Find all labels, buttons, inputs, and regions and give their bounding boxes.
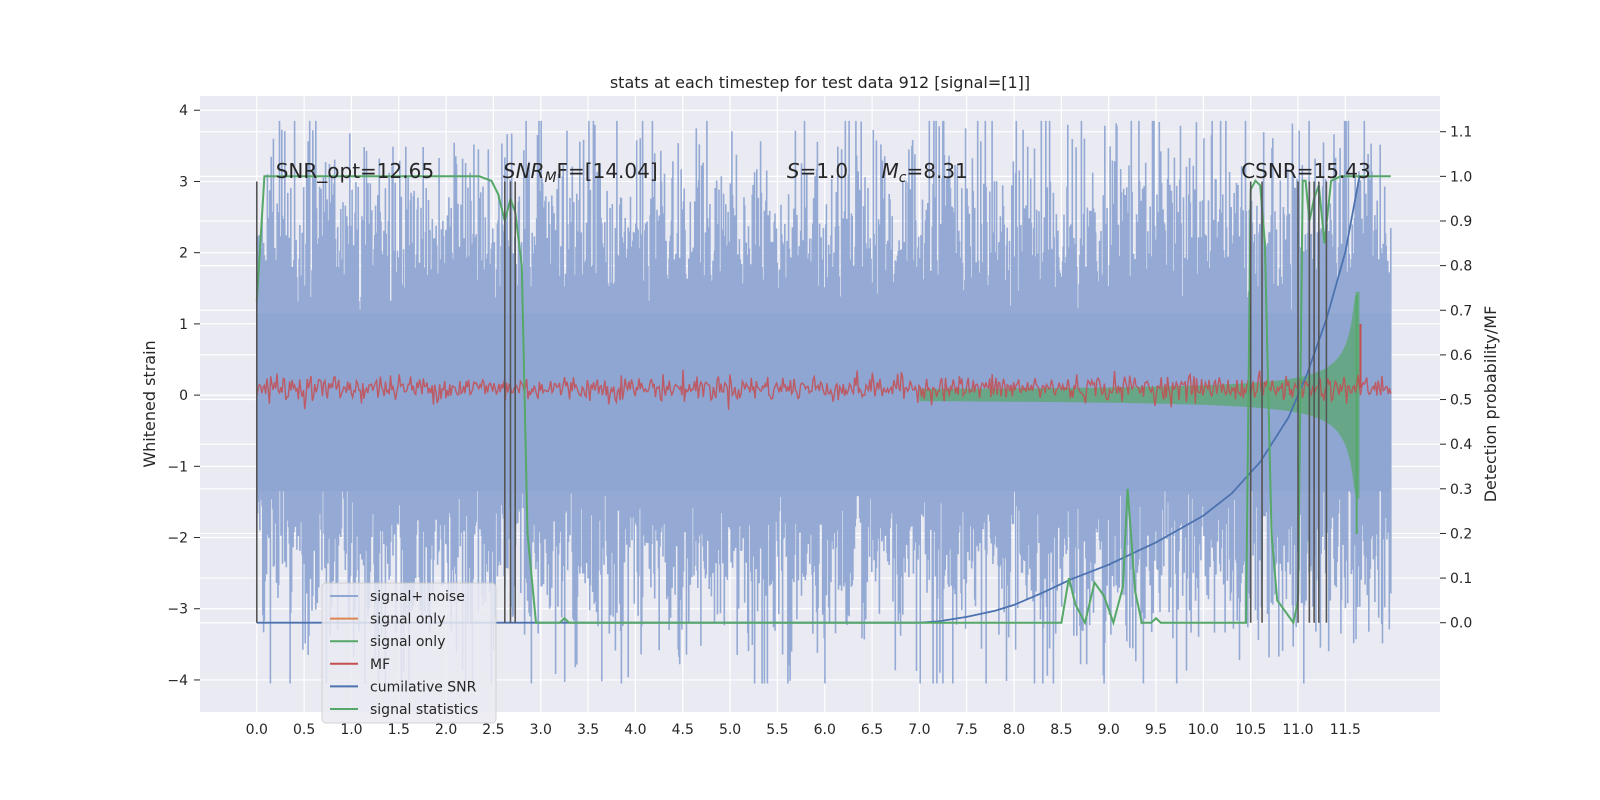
series-mf — [256, 369, 1392, 410]
legend-label: MF — [370, 657, 390, 673]
x-tick-label: 11.5 — [1330, 722, 1361, 738]
y-right-tick-label: 0.4 — [1450, 437, 1472, 453]
vertical-lines — [255, 181, 1328, 623]
x-tick-label: 11.0 — [1282, 722, 1313, 738]
y-right-tick-label: 1.0 — [1450, 169, 1472, 185]
y-axis-label: Whitened strain — [140, 340, 159, 467]
x-tick-label: 9.5 — [1145, 722, 1167, 738]
x-tick-label: 8.0 — [1003, 722, 1025, 738]
x-tick-label: 3.5 — [577, 722, 599, 738]
y-right-tick-label: 0.8 — [1450, 259, 1472, 275]
y-right-tick-label: 0.3 — [1450, 482, 1472, 498]
x-tick-label: 0.0 — [246, 722, 268, 738]
x-tick-label: 10.0 — [1188, 722, 1219, 738]
annotations: SNR_opt=12.65 SNRMF=[14.04] S=1.0 Mc=8.31 CS… — [276, 159, 1371, 186]
legend-label: signal only — [370, 612, 445, 628]
x-tick-label: 2.5 — [482, 722, 504, 738]
annotation-text: CSNR=15.43 — [1241, 159, 1371, 183]
y-tick-label: 2 — [179, 246, 188, 262]
legend-box — [321, 582, 497, 724]
chart-title: stats at each timestep for test data 912… — [610, 73, 1030, 92]
series-layer — [255, 120, 1392, 684]
x-tick-label: 0.5 — [293, 722, 315, 738]
axes: 0.0 0.5 1.0 1.5 2.0 2.5 3.0 3.5 4.0 4.5 5.0 5.5 6.0 6… — [167, 103, 1472, 738]
y-tick-label: 4 — [179, 103, 188, 119]
annotation-rest: F=[14.04] — [557, 159, 658, 183]
series-signal-only — [919, 291, 1360, 499]
y-tick-label: 1 — [179, 317, 188, 333]
x-tick-label: 7.0 — [908, 722, 930, 738]
y-right-tick-label: 0.2 — [1450, 526, 1472, 542]
annotation-rest: =8.31 — [906, 159, 967, 183]
annotation-text: S — [787, 159, 800, 183]
y-right-tick-label: 0.1 — [1450, 571, 1472, 587]
y-tick-label: −2 — [167, 531, 188, 547]
x-tick-label: 10.5 — [1235, 722, 1266, 738]
annotation-subscript: M — [544, 170, 556, 186]
annotation-text: SNR — [503, 159, 545, 183]
y-right-tick-label: 0.7 — [1450, 303, 1472, 319]
y-tick-label: 3 — [179, 174, 188, 190]
legend-label: cumilative SNR — [370, 679, 477, 695]
x-tick-label: 9.0 — [1098, 722, 1120, 738]
y-tick-label: 0 — [179, 388, 188, 404]
x-tick-label: 4.5 — [672, 722, 694, 738]
annotation: SNR_opt=12.65 — [276, 159, 434, 183]
annotation: S=1.0 — [787, 159, 848, 183]
annotation-text: SNR_opt=12.65 — [276, 159, 434, 183]
y-axis-label-right: Detection probability/MF — [1481, 306, 1500, 503]
annotation: CSNR=15.43 — [1241, 159, 1371, 183]
annotation-text: M — [882, 159, 899, 183]
x-tick-label: 1.0 — [340, 722, 362, 738]
x-tick-label: 1.5 — [388, 722, 410, 738]
legend-label: signal+ noise — [370, 589, 465, 605]
y-right-tick-label: 0.9 — [1450, 214, 1472, 230]
annotation-rest: =1.0 — [800, 159, 849, 183]
legend-label: signal statistics — [370, 702, 478, 718]
x-tick-label: 3.0 — [530, 722, 552, 738]
legend: signal+ noise signal only signal only MF cum… — [321, 582, 497, 724]
y-right-tick-label: 0.6 — [1450, 348, 1472, 364]
x-tick-label: 2.0 — [435, 722, 457, 738]
x-tick-label: 6.5 — [861, 722, 883, 738]
x-tick-label: 6.0 — [814, 722, 836, 738]
y-right-tick-label: 0.0 — [1450, 616, 1472, 632]
y-right-tick-label: 0.5 — [1450, 393, 1472, 409]
y-tick-label: −1 — [167, 459, 188, 475]
series-cumulative-snr — [256, 176, 1361, 624]
x-tick-label: 4.0 — [624, 722, 646, 738]
x-tick-label: 5.0 — [719, 722, 741, 738]
x-tick-label: 8.5 — [1050, 722, 1072, 738]
y-right-tick-label: 1.1 — [1450, 125, 1472, 141]
annotation-subscript: c — [899, 170, 907, 186]
annotation: SNRMF=[14.04] — [503, 159, 658, 186]
x-tick-label: 5.5 — [766, 722, 788, 738]
legend-label: signal only — [370, 634, 445, 650]
y-tick-label: −3 — [167, 602, 188, 618]
x-tick-label: 7.5 — [956, 722, 978, 738]
y-tick-label: −4 — [167, 673, 188, 689]
series-signal-statistics — [255, 175, 1391, 627]
annotation: Mc=8.31 — [882, 159, 968, 186]
